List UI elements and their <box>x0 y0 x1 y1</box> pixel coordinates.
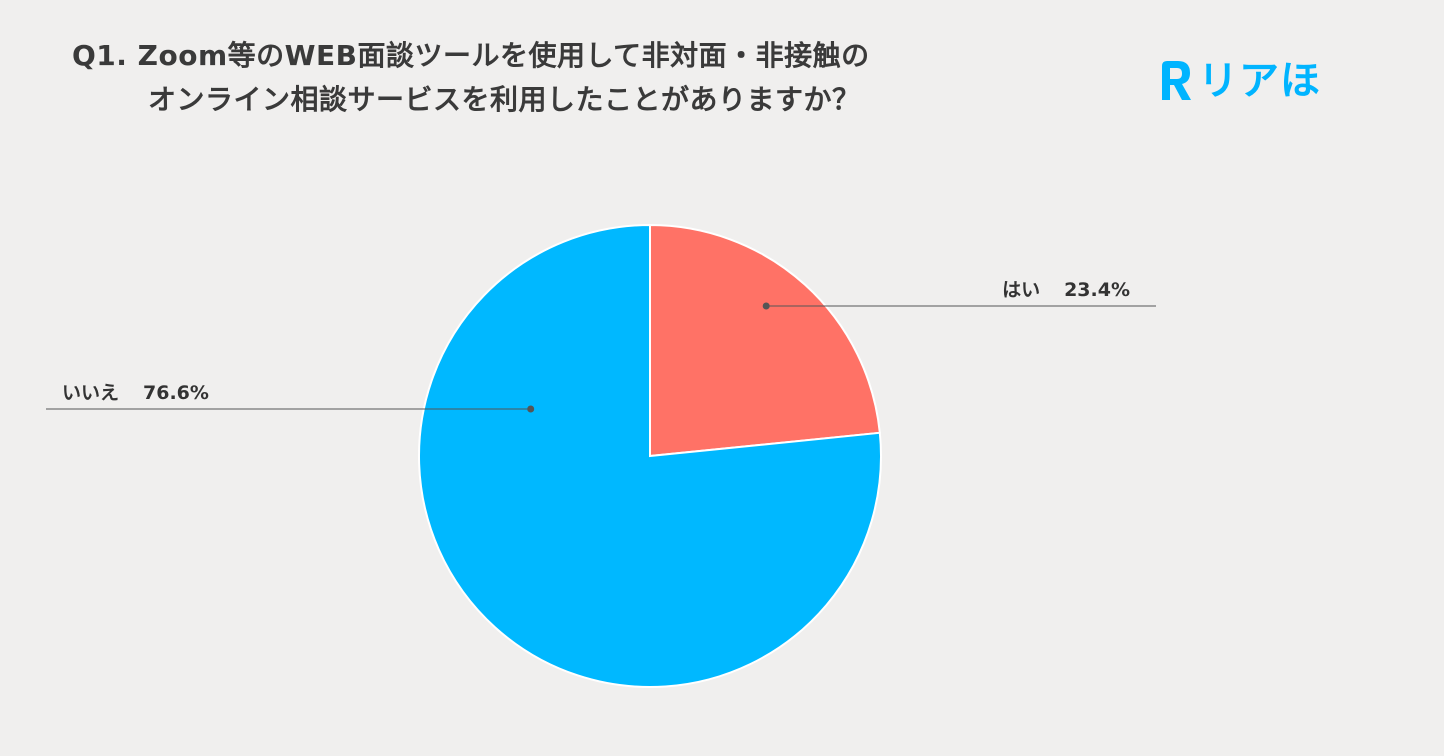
pie-slices <box>418 223 882 688</box>
slice-name-2: いいえ <box>62 382 119 404</box>
chart-title: Q1. Zoom等のWEB面談ツールを使用して非対面・非接触の オンライン相談サ… <box>72 34 1112 122</box>
callout-dot-2 <box>527 405 535 413</box>
slice-name-1: はい <box>1002 279 1040 301</box>
pie-slice-2 <box>418 223 882 688</box>
slice-value-1: 23.4% <box>1064 279 1130 301</box>
slice-value-2: 76.6% <box>143 382 209 404</box>
slice-label-2: いいえ 76.6% <box>62 382 209 404</box>
brand-r-icon <box>1162 61 1191 100</box>
chart-title-line-2: オンライン相談サービスを利用したことがありますか？ <box>148 83 861 116</box>
slice-label-1: はい 23.4% <box>1002 279 1130 301</box>
brand-name: リアほ <box>1198 58 1321 104</box>
pie-callouts: はい 23.4% いいえ 76.6% <box>46 279 1156 413</box>
chart-title-line-1: Q1. Zoom等のWEB面談ツールを使用して非対面・非接触の <box>72 39 870 72</box>
callout-dot-1 <box>762 302 770 310</box>
pie-slice-1 <box>649 223 881 458</box>
brand-logo: リアほ <box>1156 56 1321 106</box>
